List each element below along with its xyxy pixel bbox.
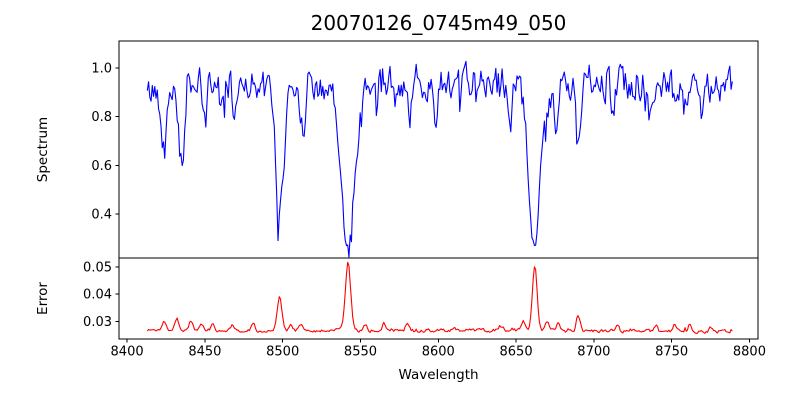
error-y-tick-label: 0.05: [83, 260, 112, 275]
x-axis-label: Wavelength: [398, 367, 478, 383]
x-tick-label: 8400: [111, 345, 144, 360]
x-tick-label: 8750: [655, 345, 688, 360]
x-tick-label: 8550: [344, 345, 377, 360]
error-y-tick-label: 0.04: [83, 288, 112, 303]
error-y-axis-label: Error: [35, 282, 51, 315]
x-tick-label: 8600: [422, 345, 455, 360]
spectrum-axes-frame: [118, 40, 759, 259]
chart-title: 20070126_0745m49_050: [311, 11, 567, 35]
error-series-line: [146, 261, 733, 334]
spectrum-y-tick-label: 0.4: [91, 207, 112, 222]
error-y-tick-label: 0.03: [83, 315, 112, 330]
x-tick-label: 8700: [577, 345, 610, 360]
spectrum-series-line: [146, 60, 733, 258]
spectrum-y-tick-label: 1.0: [91, 62, 112, 77]
x-tick-label: 8450: [188, 345, 221, 360]
x-tick-label: 8500: [266, 345, 299, 360]
spectrum-y-tick-label: 0.8: [91, 110, 112, 125]
spectrum-y-axis-label: Spectrum: [35, 117, 51, 182]
x-tick-label: 8800: [733, 345, 766, 360]
spectrum-y-tick-label: 0.6: [91, 159, 112, 174]
x-tick-label: 8650: [500, 345, 533, 360]
